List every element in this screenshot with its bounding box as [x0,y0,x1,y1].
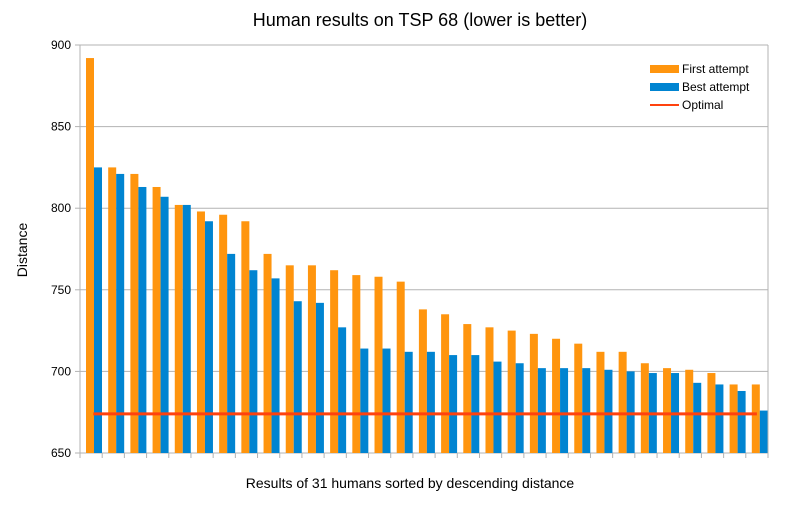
x-axis-label: Results of 31 humans sorted by descendin… [246,475,575,491]
bar-first-attempt [751,384,760,453]
bar-best-attempt [759,410,768,453]
bar-first-attempt [596,351,605,453]
bar-first-attempt [507,330,516,453]
bar-first-attempt [374,276,383,453]
y-tick-label: 800 [51,201,71,215]
legend-swatch-best-attempt [650,83,679,91]
bar-first-attempt [729,384,738,453]
bar-first-attempt [663,368,672,453]
bar-best-attempt [404,351,413,453]
bar-best-attempt [138,186,147,453]
bar-first-attempt [574,343,583,453]
bar-first-attempt [485,327,494,453]
bar-best-attempt [560,368,569,453]
bar-first-attempt [352,275,361,453]
bar-best-attempt [471,355,480,453]
bar-best-attempt [604,369,613,453]
bar-first-attempt [285,265,294,453]
bar-first-attempt [174,204,183,453]
bars [86,58,768,454]
bar-best-attempt [338,327,347,453]
legend-label: Best attempt [682,80,750,94]
y-tick-label: 900 [51,38,71,52]
bar-best-attempt [293,301,302,453]
bar-first-attempt [552,338,561,453]
bar-first-attempt [130,173,139,454]
bar-first-attempt [196,211,205,453]
bar-first-attempt [618,351,627,453]
bar-best-attempt [160,196,169,453]
bar-best-attempt [537,368,546,453]
bar-first-attempt [241,221,250,453]
legend-label: First attempt [682,62,749,76]
bar-best-attempt [382,348,391,453]
y-tick-label: 850 [51,120,71,134]
bar-first-attempt [685,369,694,453]
bar-best-attempt [626,371,635,453]
bar-best-attempt [737,390,746,453]
bar-best-attempt [449,355,458,453]
y-tick-label: 750 [51,283,71,297]
axes: 650 700 750 800 850 900 [51,38,769,460]
bar-best-attempt [360,348,369,453]
bar-first-attempt [86,58,94,453]
bar-best-attempt [693,382,702,453]
bar-best-attempt [315,302,324,453]
bar-first-attempt [418,309,427,453]
bar-first-attempt [529,333,538,453]
legend-swatch-first-attempt [650,65,679,73]
legend-label: Optimal [682,98,723,112]
bar-best-attempt [582,368,591,453]
bar-best-attempt [271,278,280,453]
y-axis-label: Distance [14,223,30,278]
bar-first-attempt [108,167,117,453]
bar-best-attempt [227,253,236,453]
bar-best-attempt [204,221,213,453]
legend: First attempt Best attempt Optimal [650,62,750,112]
y-tick-label: 700 [51,364,71,378]
bar-first-attempt [463,324,472,453]
bar-best-attempt [116,173,125,454]
bar-best-attempt [182,204,191,453]
y-tick-label: 650 [51,446,71,460]
bar-best-attempt [493,361,502,453]
bar-first-attempt [330,270,339,453]
bar-best-attempt [94,167,102,453]
bar-best-attempt [249,270,258,453]
bar-first-attempt [441,314,450,453]
bar-first-attempt [396,281,405,453]
bar-first-attempt [263,253,272,453]
bar-first-attempt [640,363,649,453]
bar-first-attempt [307,265,316,453]
bar-first-attempt [219,214,228,453]
bar-first-attempt [152,186,161,453]
chart-title: Human results on TSP 68 (lower is better… [253,10,587,30]
bar-best-attempt [715,384,724,453]
bar-best-attempt [426,351,435,453]
bar-best-attempt [515,363,524,453]
